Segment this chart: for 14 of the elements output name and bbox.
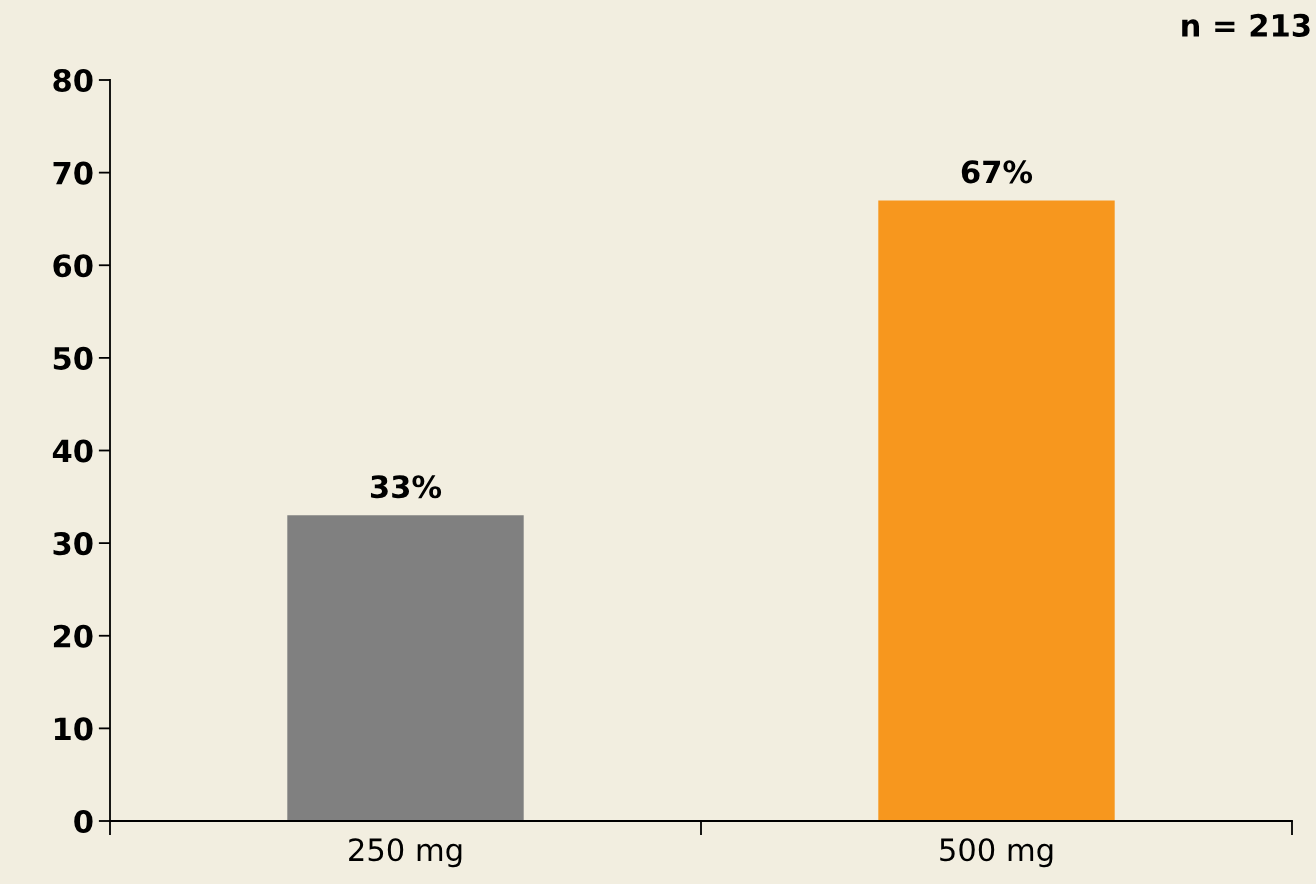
y-tick-label: 60 — [53, 254, 93, 278]
y-tick-label: 40 — [52, 439, 93, 463]
data-label: 67% — [961, 160, 1033, 184]
y-tick-label: 80 — [53, 68, 93, 93]
y-tick-label: 30 — [53, 532, 93, 556]
x-tick-label: 500 mg — [940, 838, 1053, 868]
text: n = 213 — [1182, 13, 1310, 37]
x-tick-label: 250 mg — [349, 838, 462, 868]
y-tick-label: 50 — [53, 346, 93, 370]
y-tick-label: 0 — [74, 809, 93, 834]
data-label: 33% — [370, 475, 442, 499]
y-tick-label: 70 — [53, 161, 93, 185]
y-tick-label: 10 — [54, 717, 93, 741]
y-tick-label: 20 — [53, 624, 93, 648]
